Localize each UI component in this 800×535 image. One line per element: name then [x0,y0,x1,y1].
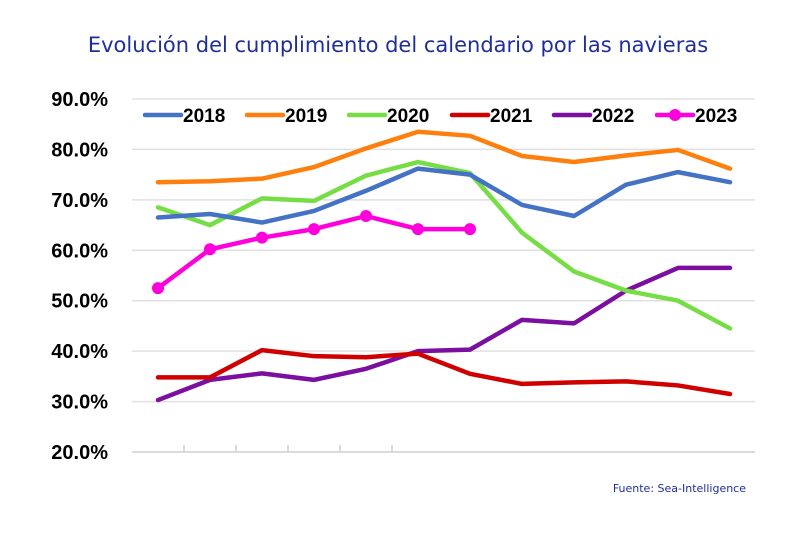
series-line-2020 [155,159,733,331]
y-tick-label: 90.0% [51,89,108,111]
y-tick-label: 30.0% [51,392,108,414]
legend-item-2023: 2023 [654,106,737,127]
data-point-2023 [412,223,424,236]
series-line-2018 [155,166,733,225]
y-axis-ticks: 20.0% 30.0% 40.0% 50.0% 60.0% 70.0% 80.0% 90.0% [51,89,108,464]
legend-label: 2021 [490,106,533,127]
data-point-2023 [204,243,216,256]
x-axis-ticks [183,445,393,452]
legend-label: 2018 [183,106,225,127]
y-tick-label: 70.0% [51,190,108,212]
y-tick-label: 20.0% [51,442,108,464]
y-tick-label: 40.0% [51,341,108,363]
legend-label: 2022 [592,106,634,127]
legend-label: 2019 [285,106,327,127]
y-tick-label: 50.0% [51,291,108,313]
series-line-2022 [155,265,733,403]
legend: 2018 2019 2020 2021 2022 2023 [142,106,737,127]
chart-title: Evolución del cumplimiento del calendari… [88,33,708,57]
legend-item-2022: 2022 [551,106,634,127]
data-point-2023 [152,282,164,295]
source-note: Fuente: Sea-Intelligence [613,482,746,495]
legend-item-2019: 2019 [244,106,327,127]
y-tick-label: 60.0% [51,240,108,262]
series-lines [152,129,733,403]
legend-item-2020: 2020 [346,106,429,127]
data-point-2023 [360,209,372,222]
legend-marker [669,109,681,121]
legend-item-2021: 2021 [449,106,533,127]
data-point-2023 [464,223,476,236]
legend-item-2018: 2018 [142,106,225,127]
legend-label: 2020 [387,106,429,127]
data-point-2023 [308,223,320,236]
data-point-2023 [256,231,268,244]
y-tick-label: 80.0% [51,139,108,161]
series-line-2021 [155,347,733,397]
series-line-2019 [155,129,733,185]
legend-label: 2023 [695,106,737,127]
